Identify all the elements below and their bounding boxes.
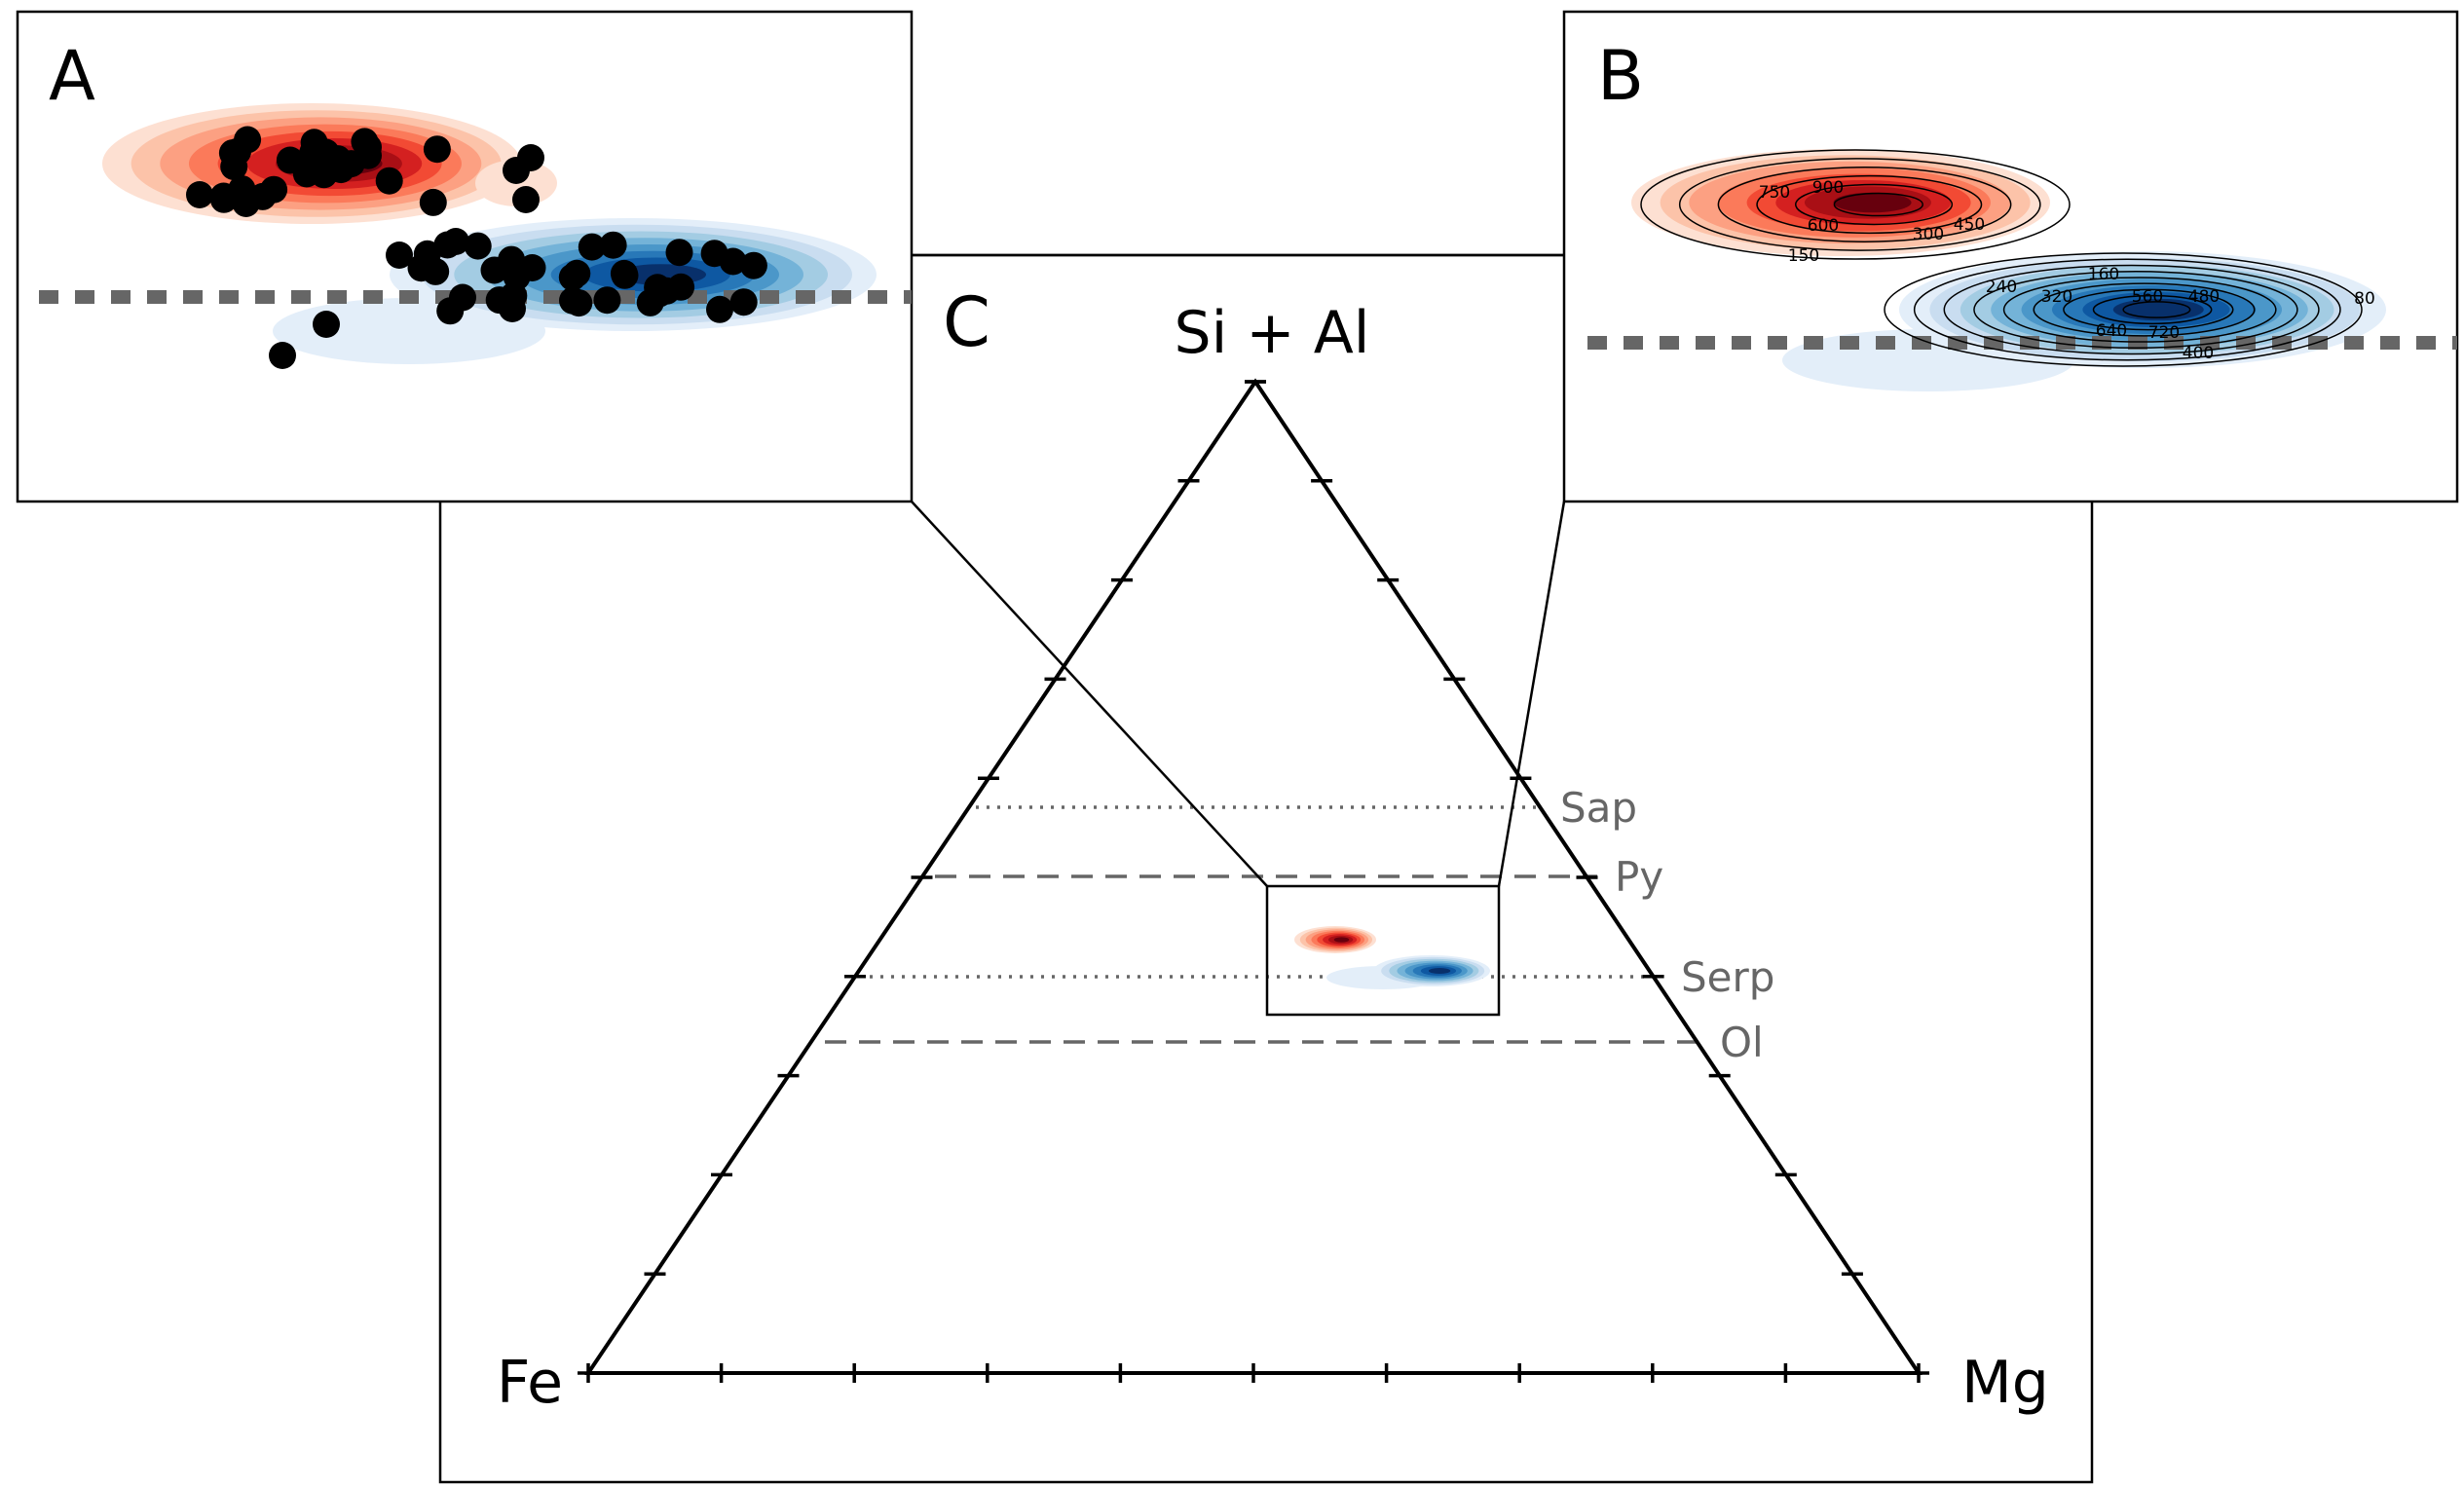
contour-blue-560 — [2063, 288, 2234, 331]
data-point-blue — [269, 342, 296, 369]
data-point-blue — [565, 289, 593, 317]
reference-lines: Sap Py Serp Ol — [825, 784, 1774, 1066]
data-point-red — [517, 144, 544, 171]
ternary-blue-density-level-8 — [1428, 968, 1451, 974]
panel-b-red-density-level-8 — [1833, 192, 1912, 213]
data-point-red — [512, 186, 540, 213]
contour-label-blue-560: 560 — [2132, 287, 2163, 307]
vertex-label-right: Mg — [1961, 1349, 2049, 1417]
contour-red-300 — [1678, 158, 2041, 251]
data-point-red — [209, 185, 238, 213]
contour-label-red-450: 450 — [1954, 215, 1985, 235]
data-point-blue — [449, 283, 476, 312]
contour-blue-160 — [1913, 258, 2341, 361]
data-point-red — [248, 182, 277, 210]
contour-red-750 — [1794, 183, 1954, 226]
panel-b-contours — [1640, 149, 2363, 367]
contour-label-blue-80: 80 — [2354, 289, 2375, 309]
contour-label-red-150: 150 — [1788, 246, 1819, 266]
data-point-blue — [611, 261, 639, 289]
connector-line-b — [1497, 501, 1566, 887]
data-point-blue — [739, 251, 767, 279]
data-point-red — [186, 181, 213, 208]
contour-label-red-750: 750 — [1759, 183, 1790, 203]
data-point-blue — [563, 259, 591, 287]
vertex-label-top: Si + Al — [1175, 299, 1370, 367]
contour-label-red-600: 600 — [1808, 216, 1839, 236]
data-point-red — [300, 129, 328, 157]
contour-label-red-900: 900 — [1812, 178, 1844, 198]
reference-label-py: Py — [1615, 853, 1663, 901]
contour-blue-80 — [1884, 252, 2363, 367]
contour-red-150 — [1640, 149, 2071, 260]
contour-label-blue-160: 160 — [2088, 265, 2119, 284]
data-point-red — [419, 188, 447, 216]
contour-blue-240 — [1943, 264, 2320, 355]
data-point-blue — [313, 311, 340, 338]
contour-blue-320 — [1973, 270, 2298, 350]
connector-line-a — [911, 501, 1268, 887]
contour-label-red-300: 300 — [1913, 225, 1944, 244]
zoom-box — [1265, 884, 1501, 1017]
contour-red-900 — [1833, 192, 1923, 217]
panel-b-contour-labels: 150 300 450 600 750 900 80 160 240 320 400 480 56064… — [1759, 178, 2375, 363]
data-point-blue — [706, 295, 733, 323]
data-point-red — [375, 167, 403, 195]
ternary-density — [1294, 926, 1490, 989]
data-point-blue — [578, 233, 606, 261]
reference-label-ol: Ol — [1720, 1019, 1764, 1066]
reference-label-sap: Sap — [1560, 784, 1637, 832]
contour-label-blue-720: 720 — [2148, 323, 2180, 343]
data-point-blue — [503, 263, 531, 291]
vertex-label-left: Fe — [497, 1349, 563, 1417]
contour-blue-720 — [2122, 301, 2191, 318]
data-point-blue — [593, 286, 621, 315]
ternary-ticks — [578, 380, 1929, 1383]
data-point-blue — [700, 240, 728, 268]
data-point-blue — [729, 288, 758, 316]
panel-a-label: A — [49, 36, 95, 116]
contour-label-blue-640: 640 — [2096, 321, 2127, 341]
contour-blue-400 — [2002, 277, 2277, 343]
contour-label-blue-240: 240 — [1986, 278, 2017, 297]
contour-label-blue-320: 320 — [2041, 287, 2072, 307]
data-point-blue — [665, 239, 693, 267]
contour-red-600 — [1756, 174, 1983, 235]
panel-b-label: B — [1597, 36, 1644, 116]
data-point-blue — [386, 241, 413, 269]
data-point-red — [224, 137, 251, 166]
data-point-blue — [636, 288, 664, 316]
data-point-blue — [464, 232, 492, 260]
panel-c-label: C — [943, 282, 990, 362]
data-point-blue — [599, 231, 627, 259]
contour-label-blue-400: 400 — [2183, 344, 2214, 363]
reference-label-serp: Serp — [1681, 953, 1774, 1001]
ternary-plot: Sap Py Serp Ol Si + Al Fe Mg — [497, 299, 2049, 1417]
panel-a-points — [186, 126, 767, 369]
data-point-blue — [485, 286, 513, 315]
contour-blue-480 — [2033, 282, 2256, 337]
contour-blue-640 — [2092, 294, 2213, 325]
data-point-red — [337, 150, 365, 178]
contour-label-blue-480: 480 — [2188, 287, 2220, 307]
panel-b-frame — [1562, 10, 2459, 503]
data-point-blue — [442, 228, 469, 255]
data-point-blue — [480, 256, 508, 284]
data-point-red — [276, 146, 304, 174]
ternary-red-density-level-8 — [1333, 937, 1350, 943]
data-point-red — [423, 135, 451, 164]
contour-red-450 — [1717, 167, 2012, 242]
